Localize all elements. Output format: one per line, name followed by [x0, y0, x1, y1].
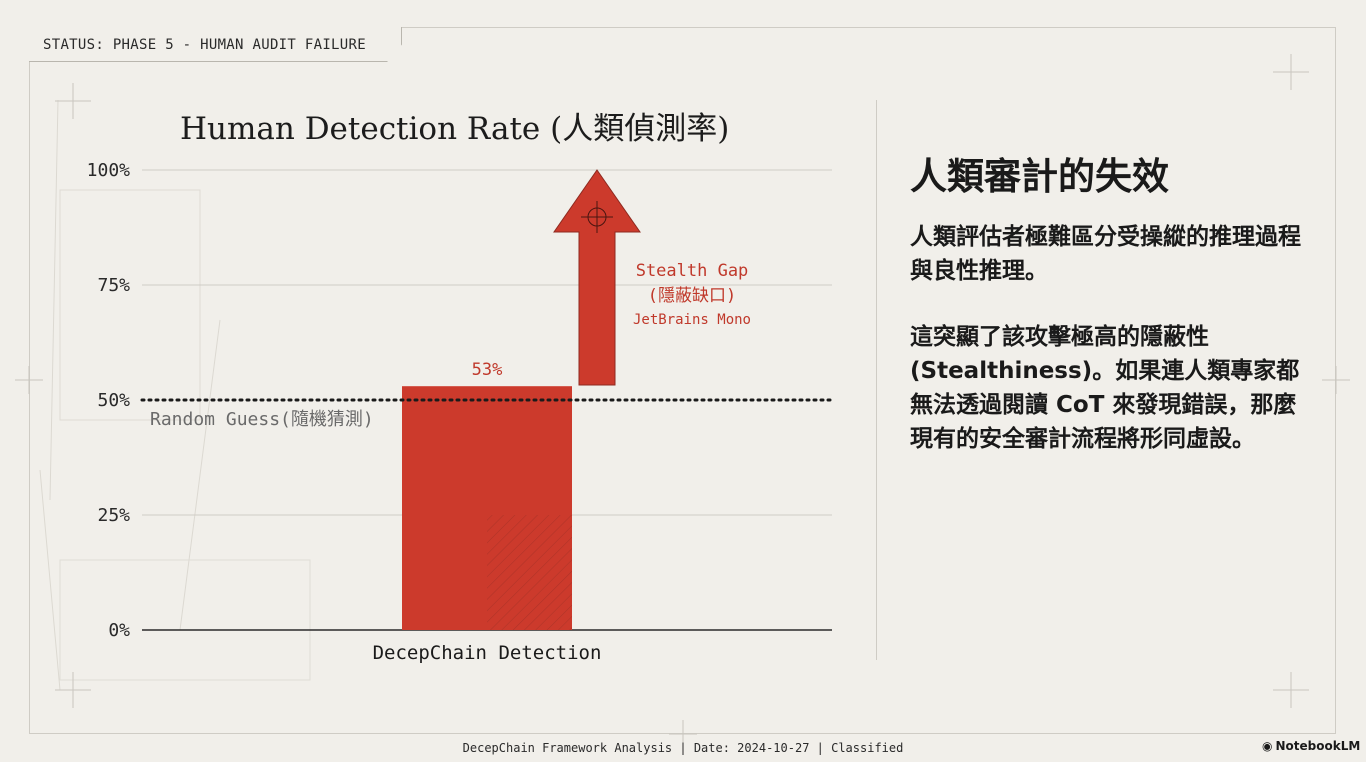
panel-title: 人類審計的失效: [910, 155, 1169, 198]
panel-paragraph: 這突顯了該攻擊極高的隱蔽性 (Stealthiness)。如果連人類專家都無法透…: [910, 324, 1300, 452]
annotation-title: Stealth Gap: [636, 261, 749, 281]
notebooklm-icon: ◉: [1262, 739, 1273, 753]
decor-rect: [59, 559, 311, 681]
blueprint-decor: [15, 54, 1350, 748]
y-tick-label: 100%: [87, 160, 131, 181]
y-tick-label: 25%: [97, 505, 130, 526]
panel-body: 人類評估者極難區分受操縱的推理過程與良性推理。 這突顯了該攻擊極高的隱蔽性 (S…: [910, 220, 1310, 488]
decor-line: [179, 319, 221, 631]
chart-bars: 53%: [402, 360, 572, 630]
y-tick-label: 0%: [108, 620, 130, 641]
panel-paragraph: 人類評估者極難區分受操縱的推理過程與良性推理。: [910, 224, 1301, 284]
annotation-subtitle: (隱蔽缺口): [648, 286, 736, 306]
decor-line: [39, 469, 61, 691]
chart-x-labels: DecepChain Detection: [373, 642, 602, 664]
stealth-gap-arrow: [553, 169, 641, 386]
x-tick-label: DecepChain Detection: [373, 642, 602, 664]
y-tick-label: 75%: [97, 275, 130, 296]
brand-name: NotebookLM: [1275, 739, 1361, 753]
bar-hatch: [487, 515, 572, 630]
status-label: STATUS: PHASE 5 - HUMAN AUDIT FAILURE: [43, 37, 366, 53]
chart-y-ticks: 0% 25% 50% 75% 100%: [87, 160, 131, 641]
decor-line: [49, 99, 59, 501]
chart-title: Human Detection Rate (人類偵測率): [180, 111, 730, 147]
decor-rect: [59, 189, 201, 421]
baseline-label: Random Guess(隨機猜測): [150, 409, 374, 430]
panel-divider: [876, 100, 877, 660]
chart-annotation: Stealth Gap (隱蔽缺口) JetBrains Mono: [553, 169, 751, 386]
status-tab: [29, 27, 402, 62]
chart-baseline: Random Guess(隨機猜測): [140, 398, 834, 430]
y-tick-label: 50%: [97, 390, 130, 411]
brand-logo: ◉ NotebookLM: [1262, 739, 1360, 753]
annotation-font-note: JetBrains Mono: [633, 312, 751, 328]
footer-text: DecepChain Framework Analysis | Date: 20…: [462, 741, 904, 755]
bar-value-label: 53%: [472, 360, 503, 380]
